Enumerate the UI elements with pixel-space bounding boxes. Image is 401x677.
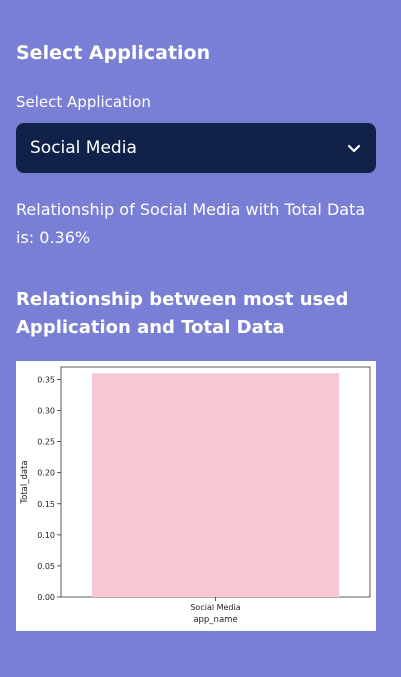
application-select[interactable]: Social Media xyxy=(16,123,376,173)
selected-application-value: Social Media xyxy=(30,138,137,158)
y-tick-label: 0.20 xyxy=(37,469,55,478)
chevron-down-icon[interactable] xyxy=(346,140,362,156)
y-tick-label: 0.30 xyxy=(37,407,55,416)
chart-container: Social Media 0.00 0.05 0.10 0.15 0.20 0.25 0.30… xyxy=(16,361,376,631)
y-axis-label: Total_data xyxy=(20,460,30,504)
select-application-label: Select Application xyxy=(16,93,151,111)
x-tick-label: Social Media xyxy=(190,603,240,612)
relationship-result-text: Relationship of Social Media with Total … xyxy=(16,200,366,247)
y-tick-label: 0.35 xyxy=(37,375,55,384)
chart-bar xyxy=(91,373,340,597)
y-tick-label: 0.05 xyxy=(37,562,55,571)
bar-chart: Social Media 0.00 0.05 0.10 0.15 0.20 0.25 0.30… xyxy=(20,366,371,625)
x-axis-label: app_name xyxy=(193,615,237,625)
y-tick-label: 0.10 xyxy=(37,531,55,540)
chart-heading: Relationship between most used Applicati… xyxy=(16,289,349,338)
y-tick-label: 0.00 xyxy=(37,593,55,602)
y-tick-label: 0.25 xyxy=(37,438,55,447)
section-title: Select Application xyxy=(16,42,211,64)
y-tick-label: 0.15 xyxy=(37,500,55,509)
